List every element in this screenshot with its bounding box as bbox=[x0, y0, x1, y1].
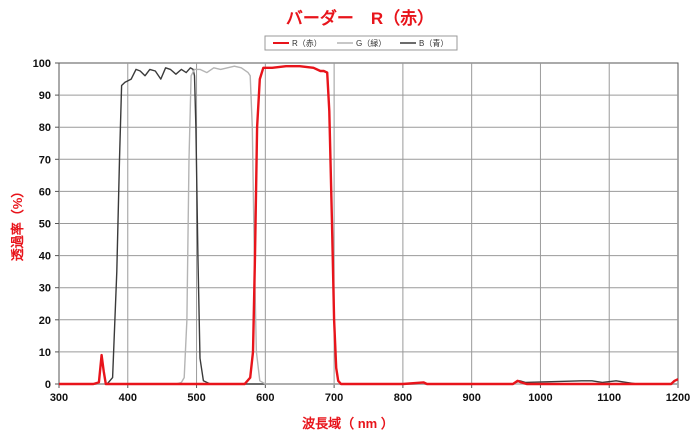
x-tick-labels: 300 400 500 600 700 800 900 1000 1100 1200 bbox=[50, 384, 690, 404]
series-line-0 bbox=[59, 65, 679, 386]
y-tick-labels: 0 10 20 30 40 50 60 70 80 90 100 bbox=[33, 58, 59, 391]
x-tick-label: 900 bbox=[462, 392, 480, 404]
x-tick-label: 300 bbox=[50, 392, 68, 404]
legend: R（赤） G（緑） B（青） bbox=[273, 38, 448, 48]
grid bbox=[59, 63, 678, 384]
legend-box bbox=[264, 35, 458, 51]
y-tick-label: 40 bbox=[39, 251, 51, 263]
series-line-2 bbox=[59, 67, 678, 385]
y-tick-label: 50 bbox=[39, 219, 51, 231]
x-tick-label: 1200 bbox=[666, 392, 690, 404]
y-tick-label: 70 bbox=[39, 154, 51, 166]
x-tick-label: 600 bbox=[256, 392, 274, 404]
y-tick-label: 20 bbox=[39, 315, 51, 327]
series-lines bbox=[59, 65, 679, 386]
y-tick-label: 90 bbox=[39, 90, 51, 102]
y-tick-label: 100 bbox=[33, 58, 51, 70]
x-tick-label: 1100 bbox=[597, 392, 621, 404]
x-tick-label: 400 bbox=[119, 392, 137, 404]
chart-title: バーダー R（赤） bbox=[286, 8, 434, 28]
x-tick-label: 1000 bbox=[528, 392, 552, 404]
series-line-1 bbox=[59, 65, 678, 385]
y-axis-title: 透過率（%） bbox=[10, 185, 25, 262]
legend-label-0: R（赤） bbox=[292, 39, 322, 48]
y-tick-label: 0 bbox=[45, 379, 51, 391]
y-tick-label: 10 bbox=[39, 347, 51, 359]
x-tick-label: 800 bbox=[394, 392, 412, 404]
legend-label-1: G（緑） bbox=[356, 38, 386, 48]
x-tick-label: 500 bbox=[187, 392, 205, 404]
x-tick-label: 700 bbox=[325, 392, 343, 404]
legend-label-2: B（青） bbox=[419, 38, 448, 48]
y-tick-label: 80 bbox=[39, 122, 51, 134]
y-tick-label: 30 bbox=[39, 283, 51, 295]
y-tick-label: 60 bbox=[39, 186, 51, 198]
x-axis-title: 波長域（ nm ） bbox=[302, 416, 394, 431]
